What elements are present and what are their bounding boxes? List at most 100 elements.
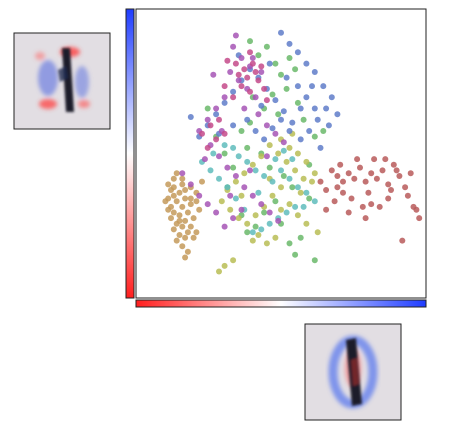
scatter-point (207, 167, 214, 174)
scatter-point (348, 195, 355, 202)
scatter-point (230, 257, 237, 264)
scatter-point (303, 158, 310, 165)
scatter-point (311, 198, 318, 205)
scatter-point (187, 195, 194, 202)
scatter-point (187, 201, 194, 208)
scatter-point (371, 156, 378, 163)
scatter-point (213, 136, 220, 143)
scatter-point (238, 206, 245, 213)
scatter-point (362, 178, 369, 185)
scatter-point (258, 153, 265, 160)
scatter-point (272, 97, 279, 104)
scatter-point (173, 198, 180, 205)
scatter-point (294, 83, 301, 90)
scatter-point (249, 161, 256, 168)
scatter-point (263, 43, 270, 50)
scatter-point (289, 119, 296, 126)
scatter-point (184, 209, 191, 216)
scatter-point (269, 125, 276, 132)
scatter-point (286, 240, 293, 247)
scatter-point (213, 111, 220, 118)
scatter-point (283, 209, 290, 216)
scatter-point (289, 156, 296, 163)
scatter-point (278, 206, 284, 213)
scatter-point (213, 105, 220, 112)
scatter-point (263, 97, 270, 104)
scatter-point (317, 144, 324, 151)
scatter-point (193, 198, 200, 205)
scatter-point (294, 150, 301, 157)
scatter-point (323, 206, 330, 213)
scatter-point (280, 173, 287, 179)
scatter-point (230, 144, 237, 151)
thumbnail-bottom-right (304, 323, 402, 421)
scatter-point (404, 192, 411, 199)
scatter-point (247, 88, 253, 95)
scatter-point (244, 229, 251, 236)
scatter-point (323, 187, 330, 193)
scatter-point (373, 175, 380, 182)
scatter-point (292, 167, 299, 174)
scatter-point (275, 217, 282, 224)
scatter-point (244, 74, 251, 81)
scatter-point (272, 156, 279, 163)
scatter-point (190, 215, 197, 222)
scatter-point (286, 175, 293, 182)
scatter-point (170, 175, 177, 182)
scatter-point (286, 201, 293, 208)
scatter-point (213, 209, 220, 216)
scatter-point (247, 49, 253, 56)
scatter-point (272, 198, 279, 205)
scatter-point (201, 156, 208, 163)
scatter-point (303, 220, 310, 227)
scatter-point (238, 128, 245, 134)
scatter-point (266, 164, 273, 171)
scatter-point (385, 181, 392, 188)
scatter-point (170, 209, 177, 216)
scatter-point (300, 175, 307, 182)
vertical-colorbar (125, 8, 135, 299)
scatter-point (244, 144, 251, 151)
scatter-point (168, 215, 174, 222)
scatter-point (354, 156, 361, 163)
scatter-point (382, 156, 389, 163)
scatter-point (255, 189, 262, 196)
scatter-point (297, 189, 304, 196)
scatter-point (252, 94, 259, 101)
scatter-point (176, 232, 183, 238)
scatter-point (292, 66, 299, 73)
scatter-point (294, 49, 301, 56)
scatter-point (278, 29, 284, 36)
scatter-point (297, 234, 304, 241)
scatter-point (399, 237, 406, 244)
scatter-point (241, 184, 248, 191)
scatter-point (345, 170, 352, 177)
scatter-point (272, 130, 279, 137)
scatter-point (320, 83, 327, 90)
scatter-point (297, 136, 304, 143)
scatter-point (238, 83, 245, 90)
scatter-point (199, 178, 205, 185)
scatter-point (249, 237, 256, 244)
scatter-point (325, 122, 332, 129)
scatter-point (193, 229, 200, 236)
scatter-point (368, 170, 375, 177)
scatter-point (176, 217, 183, 224)
scatter-point (247, 38, 253, 45)
scatter-point (221, 94, 228, 101)
scatter-point (396, 173, 403, 179)
scatter-point (221, 99, 228, 106)
scatter-point (266, 60, 273, 67)
scatter-points (162, 29, 423, 275)
scatter-point (176, 189, 183, 196)
scatter-point (283, 158, 290, 165)
scatter-point (362, 215, 369, 222)
scatter-point (297, 105, 304, 112)
scatter-point (218, 198, 225, 205)
scatter-point (261, 209, 268, 216)
scatter-point (187, 223, 194, 230)
scatter-point (162, 198, 169, 205)
scatter-point (376, 203, 383, 210)
scatter-point (170, 192, 177, 199)
